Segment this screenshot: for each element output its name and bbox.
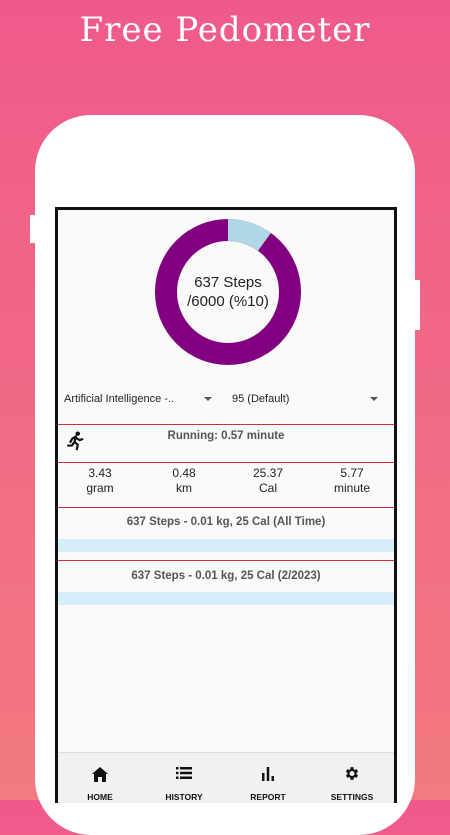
stat-unit: gram <box>86 481 114 495</box>
all-time-band <box>58 539 394 552</box>
stat-duration: 5.77 minute <box>310 464 394 504</box>
stat-distance: 0.48 km <box>142 464 226 504</box>
step-progress-donut: 637 Steps /6000 (%10) <box>153 217 303 367</box>
sensitivity-dropdown[interactable]: 95 (Default) <box>232 393 290 405</box>
nav-report[interactable]: REPORT <box>226 753 310 803</box>
nav-report-label: REPORT <box>250 792 286 802</box>
stat-value: 25.37 <box>252 466 284 480</box>
stat-value: 5.77 <box>340 466 364 480</box>
bar-chart-icon <box>262 767 274 781</box>
nav-history-label: HISTORY <box>165 792 203 802</box>
divider <box>58 507 394 508</box>
list-icon <box>176 767 192 779</box>
divider <box>58 424 394 425</box>
app-screen: 637 Steps /6000 (%10) Artificial Intelli… <box>55 207 397 803</box>
nav-settings-label: SETTINGS <box>330 792 374 802</box>
bottom-navigation: HOME HISTORY REPORT SETTINGS <box>58 752 394 803</box>
mode-dropdown-arrow-icon[interactable] <box>204 397 212 401</box>
month-band <box>58 592 394 605</box>
stats-row: 3.43 gram 0.48 km 25.37 Cal 5.77 minute <box>58 464 394 504</box>
promo-title: Free Pedometer <box>79 10 371 50</box>
home-icon <box>92 767 108 782</box>
running-row: Running: 0.57 minute <box>58 425 394 461</box>
phone-side-button-left <box>30 215 35 243</box>
sensitivity-dropdown-arrow-icon[interactable] <box>370 397 378 401</box>
nav-home[interactable]: HOME <box>58 753 142 803</box>
stat-unit: km <box>176 481 192 495</box>
phone-side-button-right <box>415 280 420 330</box>
running-person-icon <box>67 431 84 451</box>
mode-dropdown[interactable]: Artificial Intelligence -.. <box>64 393 175 405</box>
stat-unit: minute <box>333 481 371 495</box>
stat-weight: 3.43 gram <box>58 464 142 504</box>
all-time-summary: 637 Steps - 0.01 kg, 25 Cal (All Time) <box>126 516 326 528</box>
month-summary: 637 Steps - 0.01 kg, 25 Cal (2/2023) <box>131 570 321 582</box>
nav-home-label: HOME <box>87 792 113 802</box>
divider <box>58 462 394 463</box>
divider <box>58 560 394 561</box>
stat-value: 3.43 <box>88 466 112 480</box>
stat-unit: Cal <box>258 481 277 495</box>
nav-settings[interactable]: SETTINGS <box>310 753 394 803</box>
running-time-text: Running: 0.57 minute <box>167 430 285 442</box>
step-goal-text: /6000 (%10) <box>187 293 269 310</box>
stat-value: 0.48 <box>172 466 196 480</box>
stat-calories: 25.37 Cal <box>226 464 310 504</box>
step-count-text: 637 Steps <box>194 274 262 291</box>
nav-history[interactable]: HISTORY <box>142 753 226 803</box>
gear-icon <box>345 767 359 780</box>
donut-progress-arc <box>155 219 301 365</box>
